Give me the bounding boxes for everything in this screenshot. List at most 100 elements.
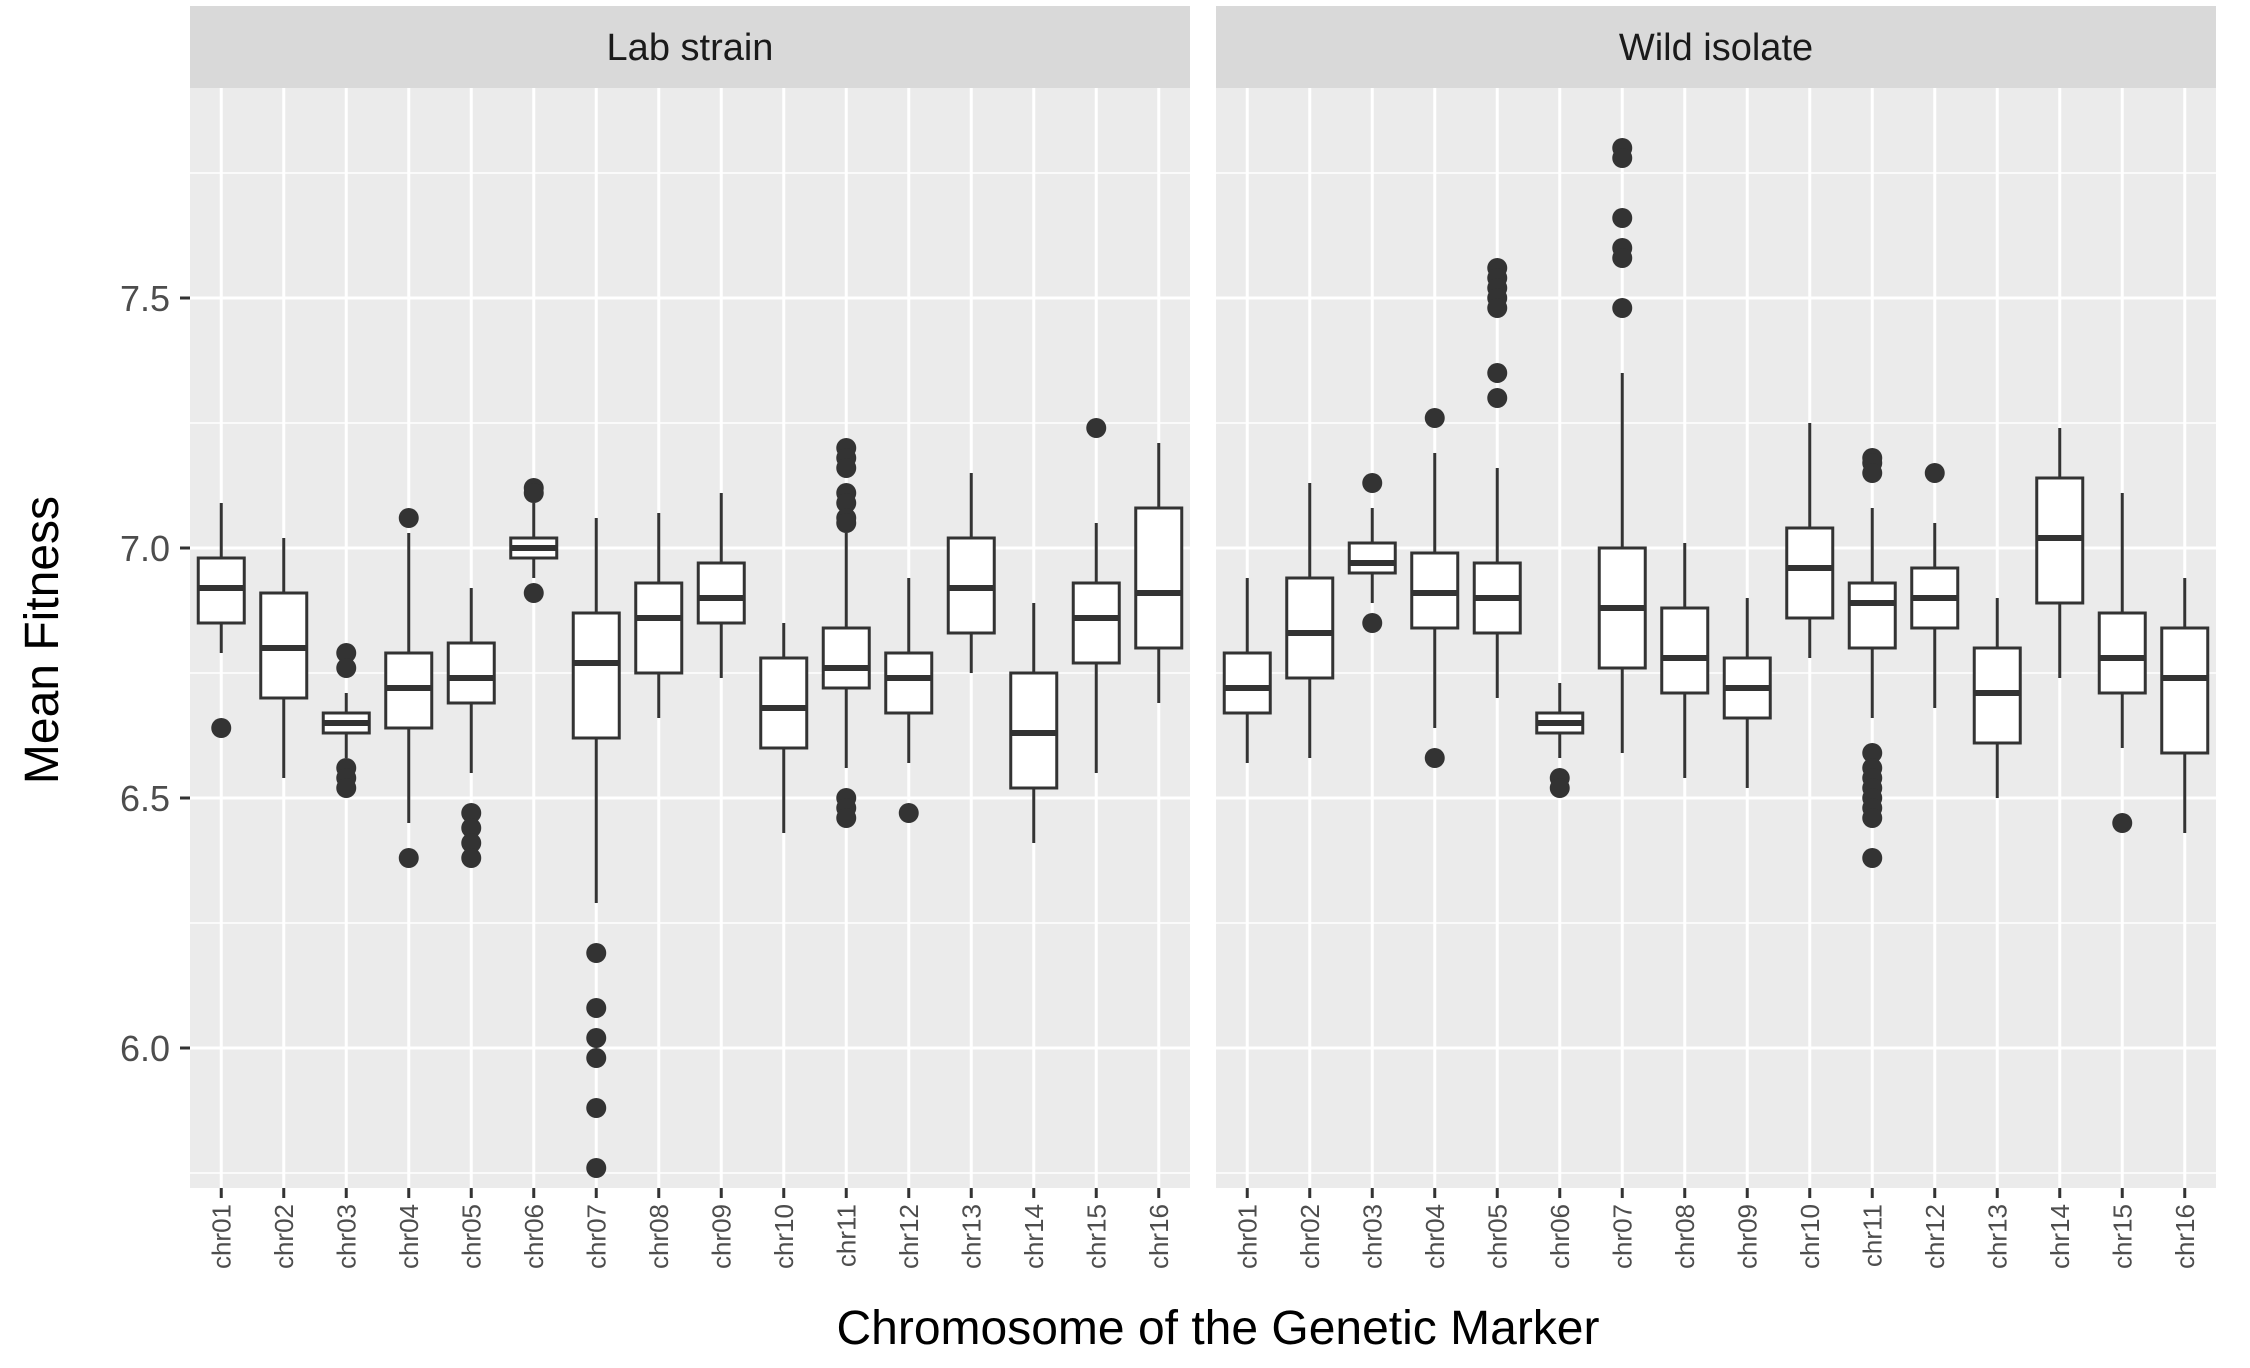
outlier-point (1862, 463, 1883, 483)
box-chr15 (1071, 418, 1121, 773)
box-chr03 (321, 643, 371, 798)
box-chr04 (1410, 408, 1460, 768)
outlier-point (211, 718, 232, 738)
x-tick-label: chr10 (1795, 1204, 1825, 1269)
x-axis-title: Chromosome of the Genetic Marker (837, 1302, 1600, 1355)
y-axis-title: Mean Fitness (16, 496, 69, 784)
x-tick-label: chr06 (1545, 1204, 1575, 1269)
outlier-point (336, 658, 357, 678)
outlier-point (2112, 813, 2133, 833)
box-chr13 (1972, 598, 2022, 798)
facet-strip (190, 6, 1190, 88)
x-tick-label: chr15 (1081, 1204, 1111, 1269)
box-iqr (759, 656, 809, 750)
y-axis: 6.0 6.5 7.0 7.5 (120, 278, 190, 1069)
outlier-point (1612, 208, 1633, 228)
x-tick-label: chr05 (1482, 1204, 1512, 1269)
x-tick-label: chr11 (831, 1204, 861, 1267)
x-tick-label: chr11 (1857, 1204, 1887, 1267)
box-iqr (2097, 611, 2147, 695)
box-chr10 (1785, 423, 1835, 658)
outlier-point (586, 1158, 607, 1178)
outlier-point (461, 848, 482, 868)
x-tick-label: chr02 (269, 1204, 299, 1269)
x-tick-label: chr03 (331, 1204, 361, 1269)
outlier-point (586, 943, 607, 963)
x-tick-label: chr07 (581, 1204, 611, 1269)
x-tick-label: chr13 (956, 1204, 986, 1269)
box-chr02 (259, 538, 309, 778)
box-chr14 (2035, 428, 2085, 678)
y-tick-label: 7.0 (120, 528, 170, 569)
x-tick-label: chr09 (706, 1204, 736, 1269)
box-iqr (634, 581, 684, 675)
box-iqr (1222, 651, 1272, 715)
box-iqr (696, 561, 746, 625)
box-chr09 (696, 493, 746, 678)
outlier-point (836, 458, 857, 478)
x-tick-label: chr12 (1920, 1204, 1950, 1269)
outlier-point (523, 483, 544, 503)
x-tick-label: chr08 (644, 1204, 674, 1269)
box-iqr (821, 626, 871, 690)
outlier-point (1924, 463, 1945, 483)
outlier-point (586, 1098, 607, 1118)
x-tick-label: chr09 (1732, 1204, 1762, 1269)
box-chr11 (1847, 448, 1897, 868)
outlier-point (1612, 248, 1633, 268)
outlier-point (1862, 848, 1883, 868)
outlier-point (1086, 418, 1107, 438)
panel-background (1216, 88, 2216, 1188)
box-chr12 (1910, 463, 1960, 708)
outlier-point (336, 643, 357, 663)
box-chr16 (1134, 443, 1184, 703)
box-chr07 (1597, 138, 1647, 753)
box-chr01 (196, 503, 246, 738)
outlier-point (461, 803, 482, 823)
box-iqr (884, 651, 934, 715)
outlier-point (398, 848, 419, 868)
facet-panel-2: Wild isolate chr01 chr02 chr03 chr04 chr05 chr… (1216, 6, 2216, 1269)
box-iqr (1134, 506, 1184, 650)
box-chr11 (821, 438, 871, 828)
box-chr06 (509, 478, 559, 603)
outlier-point (1862, 808, 1883, 828)
box-chr08 (634, 513, 684, 718)
outlier-point (1487, 298, 1508, 318)
outlier-point (1612, 148, 1633, 168)
box-iqr (1347, 541, 1397, 575)
outlier-point (1362, 613, 1383, 633)
outlier-point (398, 508, 419, 528)
x-tick-label: chr06 (519, 1204, 549, 1269)
x-tick-label: chr14 (2045, 1204, 2075, 1269)
outlier-point (836, 493, 857, 513)
x-tick-label: chr12 (894, 1204, 924, 1269)
outlier-point (586, 1048, 607, 1068)
box-chr04 (384, 508, 434, 868)
box-chr08 (1660, 543, 1710, 778)
box-iqr (1660, 606, 1710, 695)
x-tick-label: chr05 (456, 1204, 486, 1269)
y-tick-label: 6.0 (120, 1028, 170, 1069)
x-tick-label: chr03 (1357, 1204, 1387, 1269)
box-chr05 (1472, 258, 1522, 698)
outlier-point (461, 833, 482, 853)
outlier-point (1549, 778, 1570, 798)
x-tick-label: chr16 (2170, 1204, 2200, 1269)
box-iqr (1071, 581, 1121, 665)
x-tick-label: chr01 (1232, 1204, 1262, 1269)
outlier-point (836, 513, 857, 533)
outlier-point (1612, 298, 1633, 318)
box-chr05 (446, 588, 496, 868)
x-tick-label: chr16 (1144, 1204, 1174, 1269)
box-chr01 (1222, 578, 1272, 763)
box-chr10 (759, 623, 809, 833)
x-tick-label: chr04 (394, 1204, 424, 1269)
outlier-point (1487, 363, 1508, 383)
outlier-point (898, 803, 919, 823)
y-tick-label: 7.5 (120, 278, 170, 319)
box-chr12 (884, 578, 934, 823)
outlier-point (1424, 748, 1445, 768)
x-tick-label: chr13 (1982, 1204, 2012, 1269)
